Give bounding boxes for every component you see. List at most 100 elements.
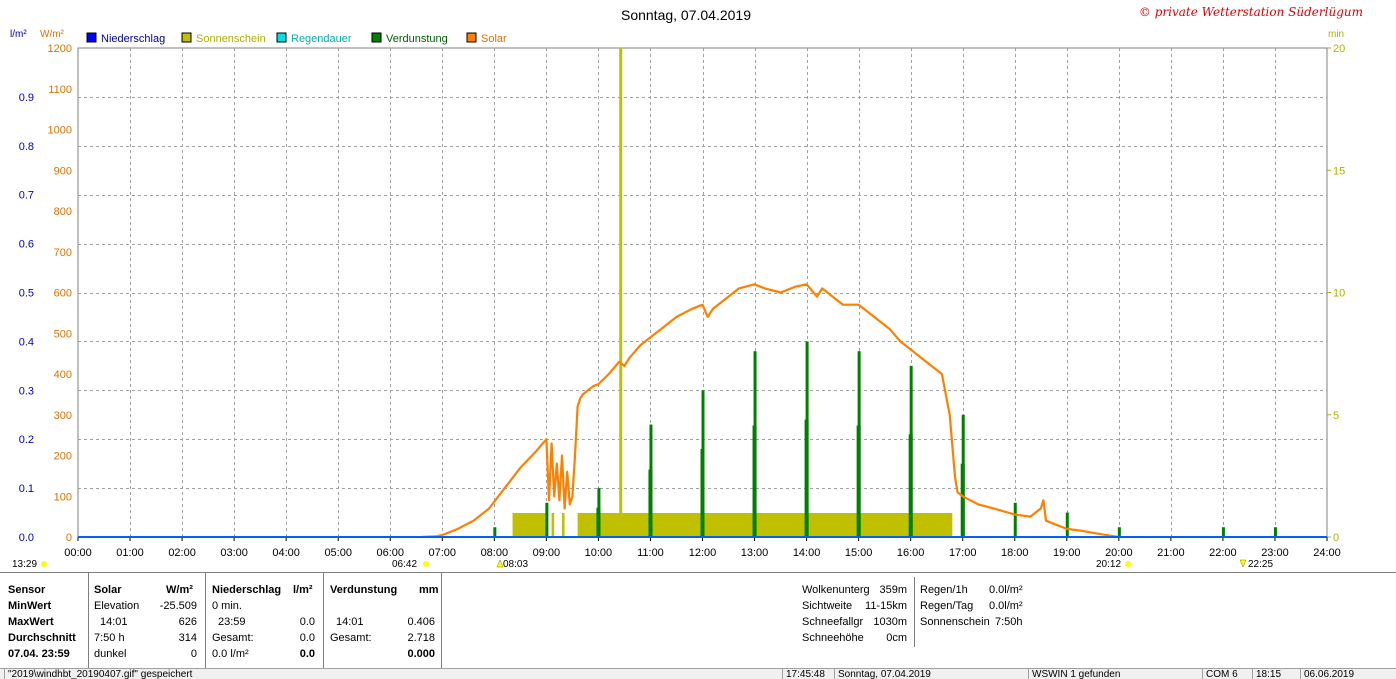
x-tick: 16:00: [897, 547, 925, 559]
sensor-column: Sensor MinWert MaxWert Durchschnitt 07.0…: [0, 573, 89, 668]
marker-m2: 08:03: [503, 559, 528, 570]
solar-avg-b: 314: [178, 632, 197, 644]
left2-unit-label: W/m²: [40, 29, 65, 40]
evaporation-bar: [1013, 502, 1017, 537]
legend-label-1: Sonnenschein: [196, 33, 266, 45]
visibility-value: 11-15km: [865, 600, 907, 612]
verd-max-b: 0.406: [407, 616, 435, 628]
x-tick: 03:00: [220, 547, 248, 559]
right-tick: 0: [1333, 532, 1339, 544]
evaporation-header: Verdunstung: [330, 584, 398, 596]
legend-label-3: Verdunstung: [386, 33, 448, 45]
row-label-avg: Durchschnitt: [8, 632, 76, 644]
verd-max-a: 14:01: [336, 616, 364, 628]
x-tick: 11:00: [637, 547, 664, 559]
solar-min-b: -25.509: [159, 600, 197, 612]
evaporation-bar: [493, 527, 497, 537]
legend-swatch-0: [86, 32, 97, 43]
left1-tick: 0.2: [19, 434, 34, 446]
precipitation-header: Niederschlag: [212, 584, 282, 596]
solar-max-a: 14:01: [100, 616, 128, 628]
statistics-panel: Sensor MinWert MaxWert Durchschnitt 07.0…: [0, 572, 1396, 669]
sunshine-bar: [512, 513, 547, 537]
rain-day-value: 0.0l/m²: [989, 600, 1023, 612]
evaporation-bar: [1117, 527, 1121, 537]
marker-m3-arrow-icon: [1239, 559, 1247, 568]
x-tick: 21:00: [1157, 547, 1185, 559]
left2-tick: 400: [54, 369, 72, 381]
x-tick: 15:00: [845, 547, 873, 559]
x-tick: 24:00: [1313, 547, 1341, 559]
solar-avg-a: 7:50 h: [94, 632, 125, 644]
evaporation-bar-sub: [960, 463, 965, 537]
nied-cur-b: 0.0: [299, 648, 315, 660]
evaporation-bar-sub: [700, 448, 705, 537]
left1-tick: 0.3: [19, 385, 34, 397]
marker-sunset: 20:12: [1096, 559, 1121, 570]
rain-hour-key: Regen/1h: [920, 584, 968, 596]
nied-max-a: 23:59: [218, 616, 246, 628]
x-tick: 12:00: [689, 547, 717, 559]
snow-depth-key: Schneehöhe: [802, 632, 864, 644]
status-com: COM 6: [1202, 669, 1250, 679]
evaporation-bar: [1065, 512, 1069, 537]
evaporation-bar-sub: [648, 469, 653, 537]
x-tick: 05:00: [324, 547, 352, 559]
snowfall-limit-value: 1030m: [873, 616, 907, 628]
verd-avg-a: Gesamt:: [330, 632, 372, 644]
evaporation-column: Verdunstung mm 14:01 0.406 Gesamt: 2.718…: [323, 573, 442, 668]
left2-tick: 800: [54, 206, 72, 218]
right-unit-label: min: [1328, 29, 1344, 40]
left1-tick: 0.1: [19, 483, 34, 495]
sunshine-key: Sonnenschein: [920, 616, 990, 628]
cloud-base-value: 359m: [879, 584, 907, 596]
left2-tick: 900: [54, 165, 72, 177]
x-tick: 13:00: [741, 547, 769, 559]
sunshine-bar: [551, 513, 555, 537]
x-tick: 06:00: [376, 547, 404, 559]
left2-tick: 500: [54, 328, 72, 340]
nied-max-b: 0.0: [299, 616, 315, 628]
left1-tick: 0.9: [19, 92, 34, 104]
legend-swatch-2: [276, 32, 287, 43]
x-tick: 00:00: [64, 547, 92, 559]
snow-depth-value: 0cm: [886, 632, 907, 644]
status-clock: 18:15: [1252, 669, 1300, 679]
legend-swatch-1: [181, 32, 192, 43]
x-tick: 04:00: [272, 547, 300, 559]
row-label-min: MinWert: [8, 600, 52, 612]
evaporation-bar: [1273, 527, 1277, 537]
legend-label-2: Regendauer: [291, 33, 352, 45]
legend-swatch-3: [371, 32, 382, 43]
sunshine-bars: [512, 48, 953, 537]
evaporation-bar-sub: [596, 507, 601, 537]
right-tick: 15: [1333, 165, 1345, 177]
nied-cur-a: 0.0 l/m²: [212, 648, 249, 660]
precipitation-column: Niederschlag l/m² 0 min. 23:59 0.0 Gesam…: [205, 573, 324, 668]
sunset-sun-icon: [1125, 561, 1131, 567]
left2-tick: 100: [54, 491, 72, 503]
evaporation-bar-sub: [856, 425, 861, 537]
status-time: 17:45:48: [782, 669, 834, 679]
evaporation-bar: [545, 502, 549, 537]
legend-label-0: Niederschlag: [101, 33, 165, 45]
marker-sunrise: 06:42: [392, 559, 417, 570]
solar-unit: W/m²: [166, 584, 193, 596]
verd-avg-b: 2.718: [407, 632, 435, 644]
axis-ticks: 0.00.10.20.30.40.50.60.70.80.90100200300…: [19, 43, 1346, 559]
solar-header: Solar: [94, 584, 122, 596]
status-bar: "2019\windhbt_20190407.gif" gespeichert …: [0, 668, 1396, 679]
solar-line: [421, 283, 1119, 539]
marker-m3: 22:25: [1248, 559, 1273, 570]
status-date: Sonntag, 07.04.2019: [834, 669, 1028, 679]
left1-tick: 0.5: [19, 288, 34, 300]
x-tick: 18:00: [1001, 547, 1029, 559]
nied-avg-a: Gesamt:: [212, 632, 254, 644]
cloud-base-key: Wolkenunterg: [802, 584, 870, 596]
chart-legend: Niederschlag Sonnenschein Regendauer Verdun…: [86, 32, 507, 45]
left2-tick: 1100: [48, 84, 72, 96]
left2-tick: 0: [66, 532, 72, 544]
sunshine-spike: [619, 48, 623, 537]
x-tick: 01:00: [116, 547, 144, 559]
copyright-label: © private Wetterstation Süderlügum: [1139, 5, 1363, 19]
